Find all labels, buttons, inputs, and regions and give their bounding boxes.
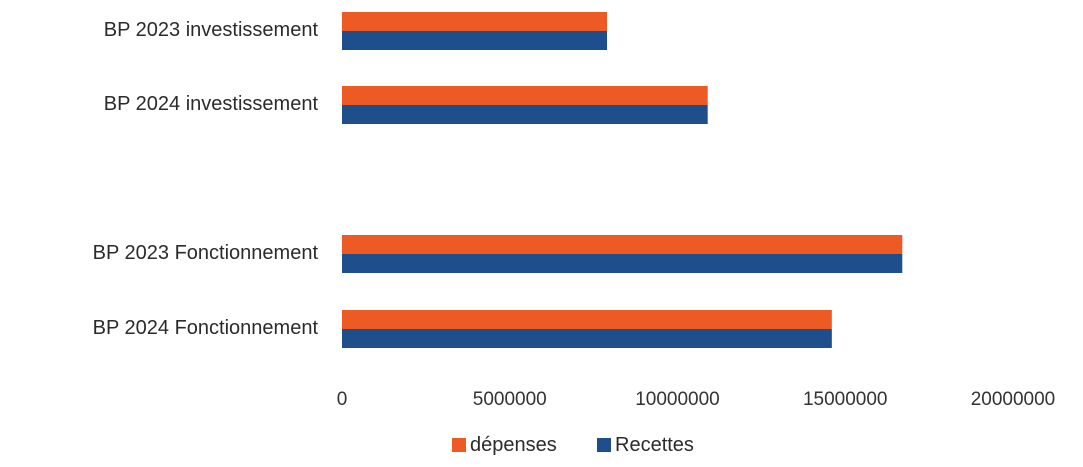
bar-depenses: [342, 12, 608, 31]
category-labels: BP 2023 investissement BP 2024 investisse…: [93, 19, 319, 339]
x-tick-label: 20000000: [971, 389, 1056, 410]
bar-depenses: [342, 235, 903, 254]
x-tick-label: 10000000: [635, 389, 720, 410]
bar-depenses: [342, 86, 708, 105]
bars: [342, 12, 903, 348]
bar-depenses: [342, 310, 832, 329]
x-axis-ticks: 0 5000000 10000000 15000000 20000000: [337, 389, 1056, 410]
category-label: BP 2024 investissement: [104, 93, 319, 115]
legend-label: Recettes: [615, 434, 694, 456]
x-tick-label: 5000000: [473, 389, 547, 410]
x-tick-label: 15000000: [803, 389, 888, 410]
legend: dépenses Recettes: [452, 434, 694, 456]
category-label: BP 2023 Fonctionnement: [93, 242, 319, 264]
bar-recettes: [342, 105, 708, 124]
bar-recettes: [342, 31, 608, 50]
bar-recettes: [342, 329, 832, 348]
x-tick-label: 0: [337, 389, 348, 410]
legend-label: dépenses: [470, 434, 557, 456]
category-label: BP 2024 Fonctionnement: [93, 317, 319, 339]
category-label: BP 2023 investissement: [104, 19, 319, 41]
legend-swatch: [452, 438, 466, 452]
legend-swatch: [597, 438, 611, 452]
bar-recettes: [342, 254, 903, 273]
